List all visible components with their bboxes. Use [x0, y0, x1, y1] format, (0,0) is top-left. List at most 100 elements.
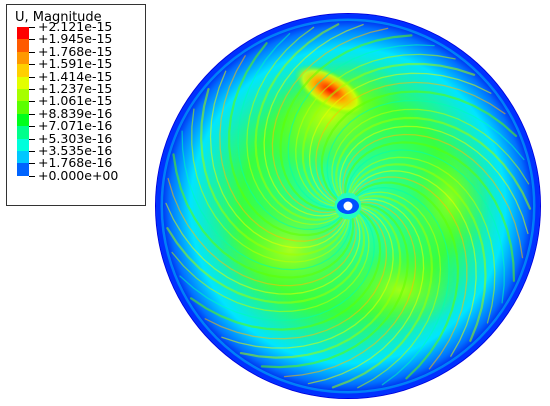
legend-row: +5.303e-16: [17, 131, 143, 151]
legend-tick: [29, 113, 35, 115]
legend-tick: [29, 126, 35, 128]
legend-value: +1.945e-15: [38, 31, 113, 47]
legend-tick: [29, 150, 35, 152]
contour-plot: [155, 13, 541, 399]
swirl-streak: [166, 215, 366, 304]
legend-swatch: [17, 88, 29, 102]
swirl-streak: [307, 198, 425, 385]
swirl-streak: [279, 34, 413, 211]
swirl-streak: [335, 116, 532, 210]
legend-swatch: [17, 138, 29, 151]
swirl-streak: [209, 70, 346, 249]
legend-tick: [29, 175, 35, 177]
swirl-streak: [357, 191, 442, 389]
swirl-streak: [181, 130, 352, 271]
legend-swatch: [17, 113, 29, 127]
swirl-streak: [353, 176, 468, 370]
swirl-streak: [352, 170, 477, 357]
swirl-streak: [331, 194, 434, 389]
legend-tick: [29, 39, 35, 41]
legend-row: +1.237e-15: [17, 81, 143, 102]
legend-scale: +2.121e-15 +1.945e-15 +1.768e-15 +1.591e…: [17, 20, 143, 190]
swirl-streak: [326, 99, 525, 198]
swirl-streak: [349, 163, 487, 342]
legend-row: +2.121e-15: [17, 20, 143, 40]
swirl-streak: [165, 202, 361, 295]
legend-swatch: [17, 64, 29, 77]
center-hole: [343, 201, 353, 211]
swirl-streak: [200, 88, 349, 256]
legend-row: +1.591e-15: [17, 57, 143, 77]
legend-row: +8.839e-16: [17, 106, 143, 127]
swirl-streak: [228, 42, 343, 237]
swirl-streak: [246, 26, 340, 226]
swirl-streak: [346, 149, 505, 304]
swirl-streak: [331, 108, 530, 197]
swirl-streak: [167, 177, 357, 287]
legend-row-min: +0.000e+00: [17, 168, 143, 190]
legend-row: +1.945e-15: [17, 32, 143, 52]
swirl-streak: [179, 212, 375, 322]
legend-swatch: [17, 163, 29, 176]
legend-tick: [29, 27, 35, 28]
swirl-streak: [339, 125, 529, 235]
legend-value: +1.768e-15: [38, 43, 113, 59]
swirl-streak: [191, 108, 350, 263]
legend-row: +7.071e-16: [17, 119, 143, 139]
legend-tick: [29, 101, 35, 103]
legend-value-min: +0.000e+00: [38, 167, 119, 183]
legend-value: +1.061e-15: [38, 93, 113, 109]
legend-tick: [29, 76, 35, 78]
legend-swatch: [17, 51, 29, 65]
legend-value: +8.839e-16: [38, 105, 113, 121]
legend-tick: [29, 88, 35, 90]
legend-row: +1.768e-15: [17, 44, 143, 65]
legend-tick: [29, 138, 35, 140]
swirl-streak: [219, 55, 344, 242]
swirl-streak: [348, 156, 496, 324]
swirl-streak: [356, 186, 450, 386]
legend-row: +1.414e-15: [17, 69, 143, 89]
legend-value: +1.591e-15: [38, 56, 113, 72]
legend-value: +1.237e-15: [38, 80, 113, 96]
swirl-streak: [254, 23, 340, 222]
swirl-streak: [171, 214, 370, 313]
swirl-streak: [355, 181, 460, 380]
swirl-streak: [308, 72, 492, 203]
swirl-streak: [287, 44, 435, 209]
swirl-streak: [271, 27, 389, 214]
legend-row: +1.061e-15: [17, 94, 143, 114]
legend-title: U, Magnitude: [15, 10, 102, 25]
legend-swatch: [17, 76, 29, 89]
swirl-streak: [295, 53, 456, 207]
swirl-streak: [301, 62, 476, 206]
contour-legend: U, Magnitude +2.121e-15 +1.945e-15 +1.76…: [6, 4, 146, 206]
legend-value: +2.121e-15: [38, 19, 113, 34]
legend-swatch: [17, 39, 29, 52]
legend-value: +7.071e-16: [38, 118, 113, 134]
legend-swatch: [17, 150, 29, 164]
swirl-streak: [172, 153, 355, 279]
swirl-streak: [239, 204, 402, 359]
legend-value: +1.768e-16: [38, 155, 113, 171]
swirl-streak: [315, 81, 506, 202]
legend-value: +3.535e-16: [38, 142, 113, 158]
swirl-streak: [342, 133, 524, 259]
swirl-streak: [237, 32, 341, 231]
swirl-streak: [283, 201, 417, 378]
legend-tick: [29, 51, 35, 53]
legend-swatch: [17, 126, 29, 139]
swirl-streak: [190, 210, 382, 331]
legend-tick: [29, 64, 35, 66]
swirl-streak: [204, 209, 388, 340]
legend-swatch: [17, 27, 29, 40]
legend-value: +5.303e-16: [38, 130, 113, 146]
swirl-streak: [221, 207, 394, 349]
swirl-streak: [344, 141, 515, 282]
legend-value: +1.414e-15: [38, 68, 113, 84]
swirl-streak: [260, 203, 409, 369]
legend-row: +3.535e-16: [17, 143, 143, 164]
legend-swatch: [17, 101, 29, 114]
swirl-streak: [320, 90, 518, 200]
legend-row: +1.768e-16: [17, 156, 143, 176]
